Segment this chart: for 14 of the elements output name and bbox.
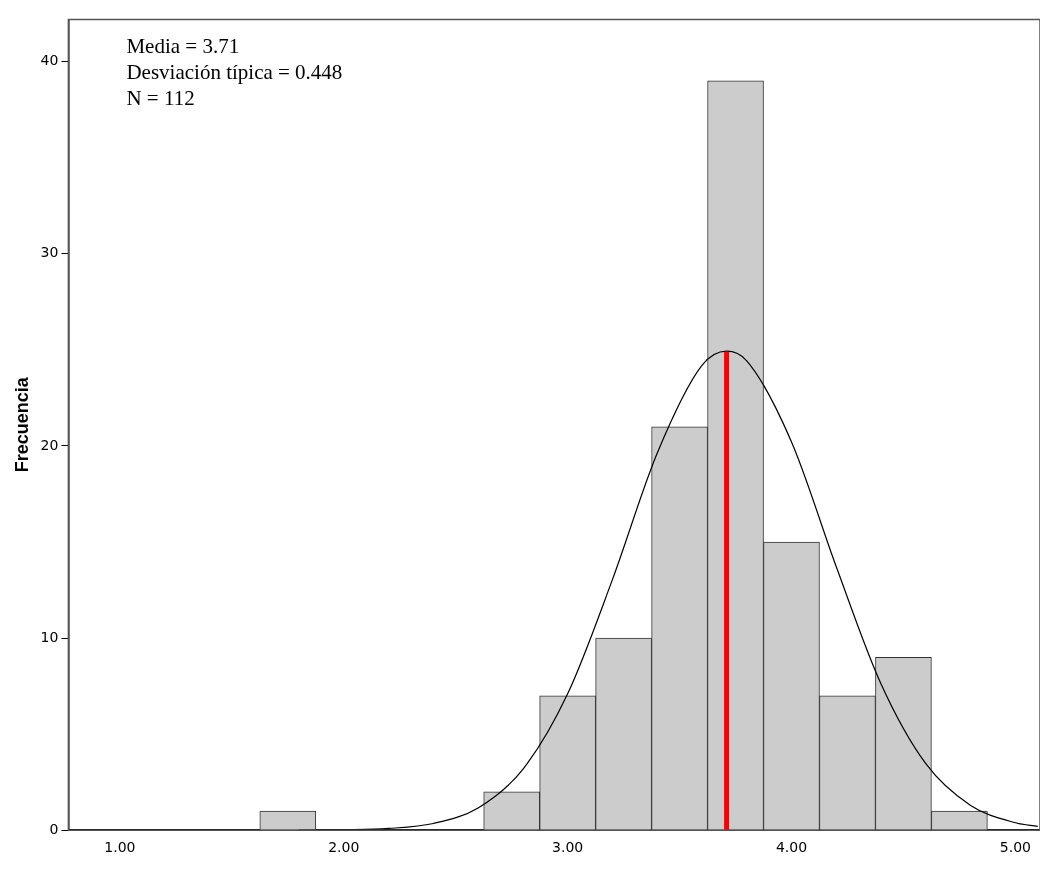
x-tick-label: 4.00 <box>775 839 808 856</box>
y-tick-label: 0 <box>49 820 59 837</box>
annotation: N = 112 <box>126 86 195 111</box>
y-tick-label: 10 <box>40 628 59 645</box>
annotation: Media = 3.71 <box>126 34 240 59</box>
x-tick-label: 3.00 <box>552 839 584 856</box>
y-tick-label: 20 <box>40 436 59 453</box>
x-tick-label: 1.00 <box>104 839 136 856</box>
x-tick-label: 2.00 <box>328 839 360 856</box>
y-axis-title: Frecuencia <box>11 376 32 473</box>
y-tick-label: 40 <box>40 52 59 69</box>
annotation: Desviación típica = 0.448 <box>126 60 343 85</box>
x-tick-label: 5.00 <box>999 839 1031 856</box>
y-tick-label: 30 <box>40 244 59 261</box>
